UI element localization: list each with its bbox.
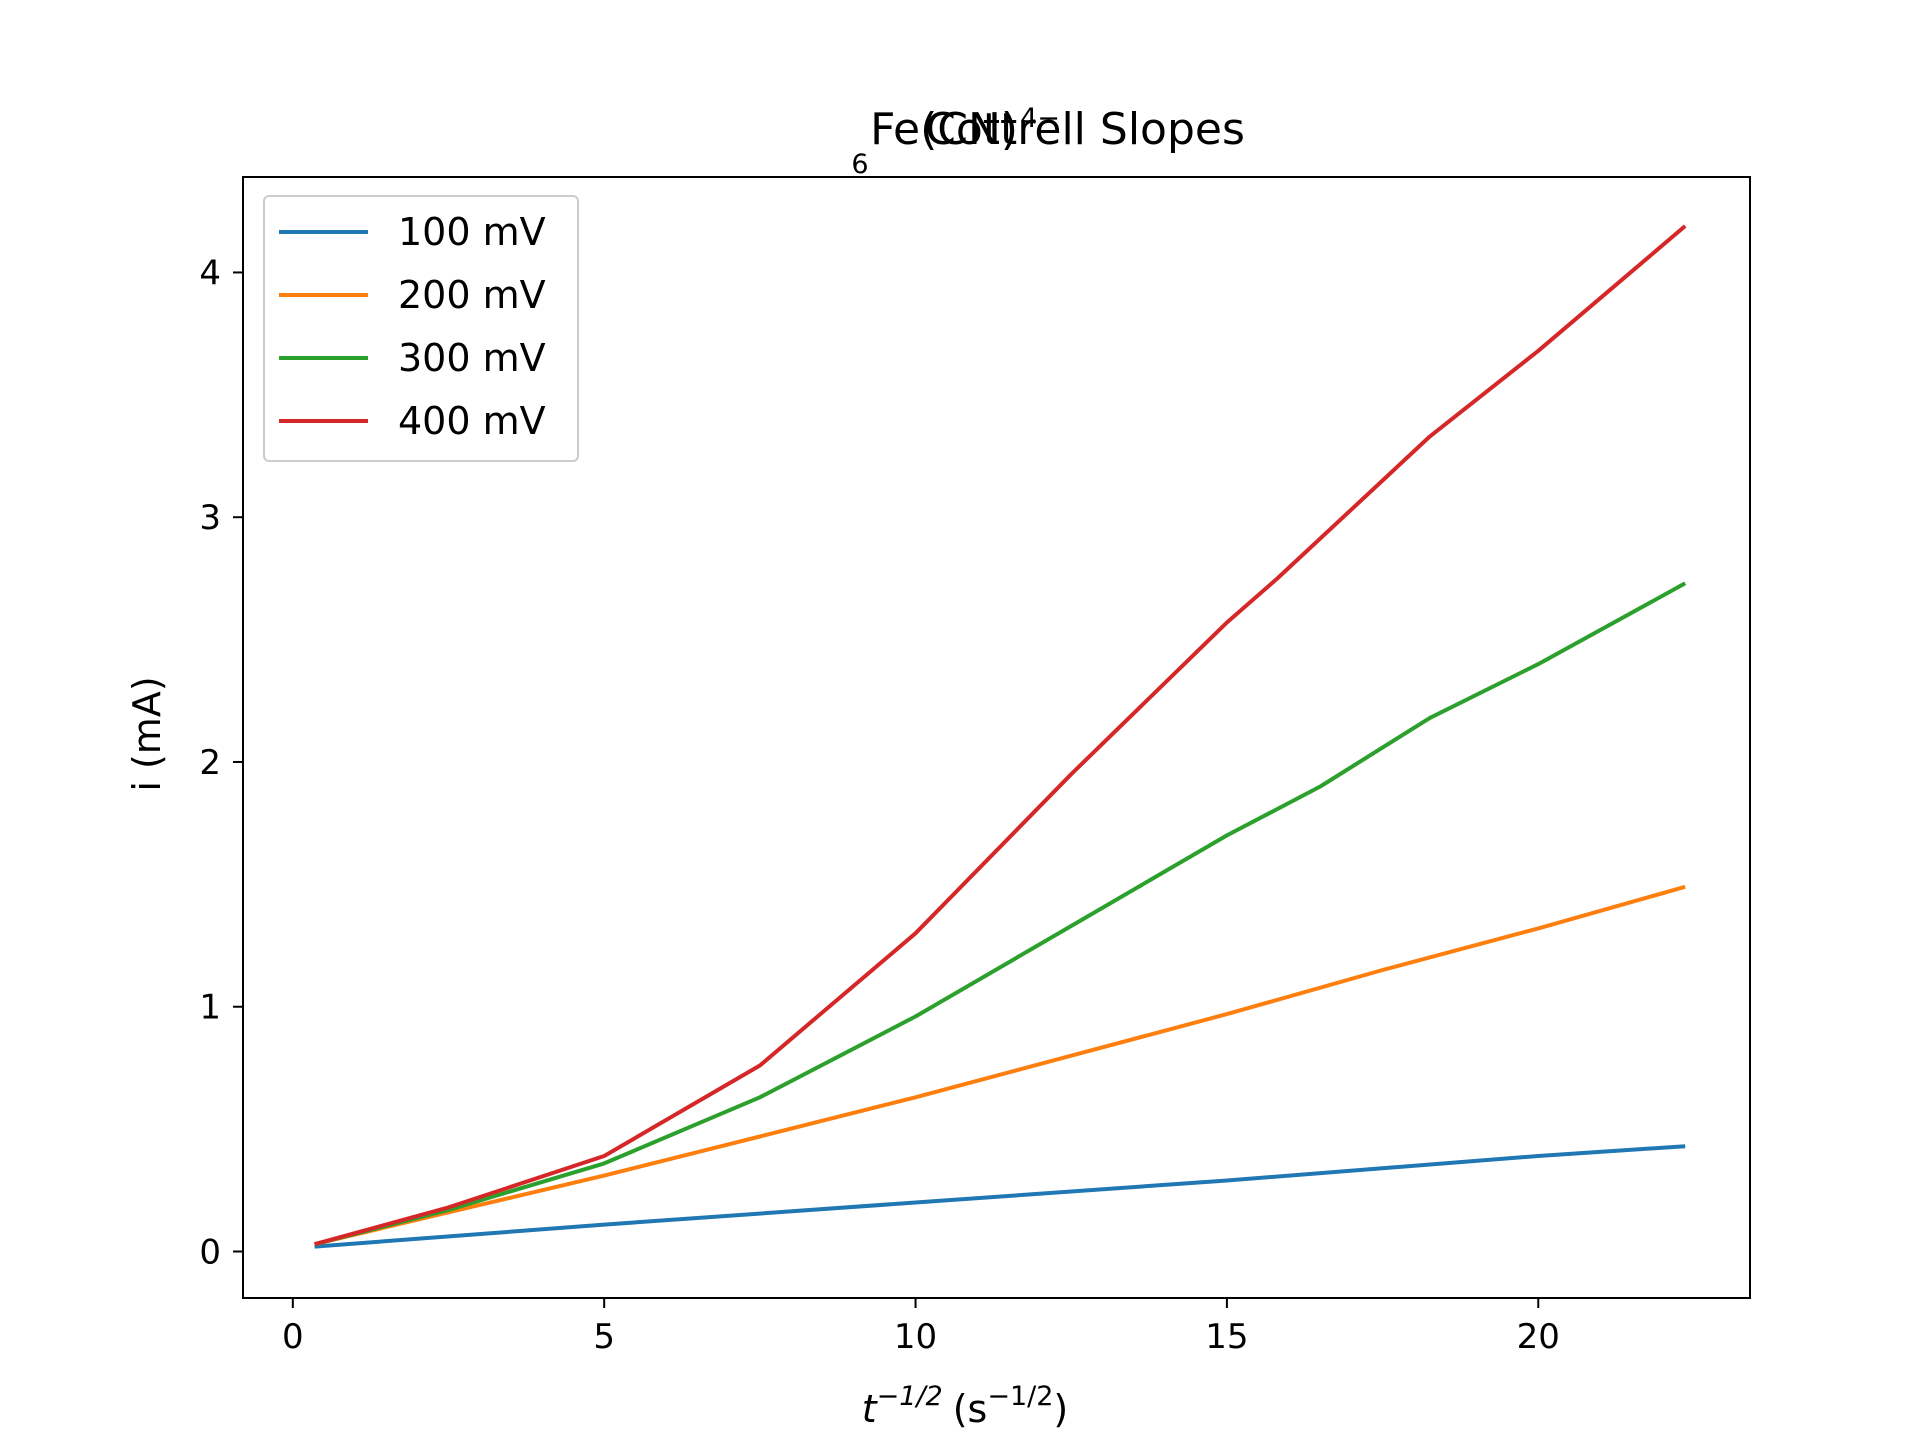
y-axis-label: i (mA): [125, 676, 169, 791]
x-axis-label: t−1/2 (s−1/2): [862, 1381, 1069, 1431]
legend: 100 mV 200 mV 300 mV 400 mV: [263, 195, 579, 462]
legend-label-100-mv: 100 mV: [398, 210, 546, 254]
y-tick-label: 3: [199, 498, 221, 538]
series-line-300-mv: [314, 581, 1687, 1247]
x-tick-label: 0: [282, 1317, 304, 1357]
legend-label-300-mv: 300 mV: [398, 336, 546, 380]
x-label-unit-exponent: −1/2: [987, 1381, 1053, 1412]
plot-area-frame: [242, 176, 1751, 1299]
y-tick-label: 0: [199, 1232, 221, 1272]
y-tick-label: 1: [199, 988, 221, 1028]
legend-label-200-mv: 200 mV: [398, 273, 546, 317]
x-label-unit-close: ): [1053, 1387, 1068, 1431]
x-axis: 0 5 10 15 20: [282, 1298, 1560, 1357]
series-line-400-mv: [314, 224, 1687, 1247]
x-tick-label: 20: [1517, 1317, 1560, 1357]
legend-label-400-mv: 400 mV: [398, 399, 546, 443]
x-tick-label: 15: [1205, 1317, 1248, 1357]
legend-box: [263, 195, 579, 462]
x-label-unit-open: (s: [953, 1387, 988, 1431]
title-subscript: 6: [851, 149, 868, 180]
chart-title: Fe(CN)4− 6 Cottrell Slopes: [851, 103, 1244, 180]
x-tick-label: 10: [894, 1317, 937, 1357]
x-tick-label: 5: [593, 1317, 615, 1357]
title-main: Fe(CN): [870, 104, 1018, 155]
y-tick-label: 4: [199, 253, 221, 293]
series-layer: [314, 224, 1687, 1249]
x-label-var: t: [862, 1387, 879, 1431]
y-tick-label: 2: [199, 743, 221, 783]
y-axis: 0 1 2 3 4: [199, 253, 243, 1272]
title-superscript: 4−: [1020, 103, 1060, 134]
x-label-var-exponent: −1/2: [877, 1381, 943, 1412]
title-rest: Cottrell Slopes: [925, 104, 1245, 155]
series-line-100-mv: [314, 1144, 1686, 1249]
series-line-200-mv: [314, 884, 1686, 1247]
